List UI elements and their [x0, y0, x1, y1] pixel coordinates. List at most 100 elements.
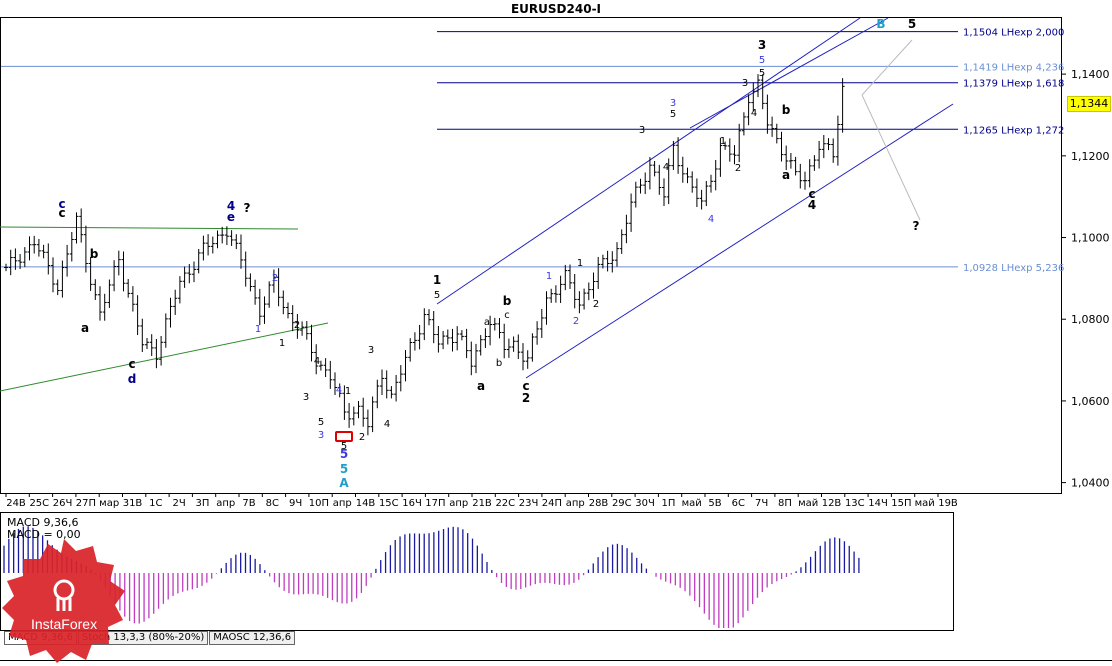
x-tick-label: 30Ч: [635, 498, 655, 509]
instaforex-logo: InstaForex: [2, 539, 125, 663]
wave-label: 3: [639, 125, 645, 136]
trend-line: [525, 103, 954, 379]
x-tick-label: 2Ч: [172, 498, 185, 509]
chart-title: EURUSD240-I: [510, 2, 602, 16]
x-tick-label: 6С: [732, 498, 745, 509]
wave-label: a: [484, 317, 490, 328]
trend-line: [0, 226, 299, 230]
wave-label: 2: [522, 391, 530, 405]
wave-label: c: [128, 357, 135, 371]
x-tick-label: 29С: [612, 498, 632, 509]
x-tick-label: 3П: [195, 498, 209, 509]
y-tick-label: 1,1400: [1071, 68, 1110, 81]
marker-box: [335, 431, 353, 442]
wave-label: 2: [272, 273, 278, 284]
wave-label: 1: [546, 271, 552, 282]
wave-label: 3: [758, 38, 766, 52]
y-tick-label: 1,0400: [1071, 477, 1110, 490]
wave-label: 4: [663, 162, 669, 173]
macd-label: MACD 9,36,6: [7, 516, 79, 529]
x-tick-label: 24П: [542, 498, 562, 509]
wave-label: b: [90, 247, 99, 261]
x-tick-label: 19В: [938, 498, 958, 509]
wave-label: 1: [433, 273, 441, 287]
x-tick-label: май: [915, 498, 935, 509]
main-plot-frame: [0, 17, 1062, 494]
x-tick-label: 1С: [149, 498, 162, 509]
x-tick-label: 7Ч: [755, 498, 768, 509]
x-tick-label: 12В: [822, 498, 842, 509]
wave-label: b: [782, 103, 791, 117]
wave-label: 3: [303, 392, 309, 403]
x-tick-label: апр: [216, 498, 235, 509]
wave-label: b: [496, 358, 502, 369]
wave-label: 3: [318, 430, 324, 441]
wave-label: ?: [913, 219, 920, 233]
wave-label: c: [522, 379, 529, 393]
x-tick-label: 14Ч: [868, 498, 888, 509]
x-tick-label: 21В: [472, 498, 492, 509]
wave-label: 5: [434, 290, 440, 301]
x-tick-label: май: [682, 498, 702, 509]
logo-text: InstaForex: [31, 616, 97, 632]
x-tick-label: 15П: [891, 498, 911, 509]
y-tick-label: 1,0600: [1071, 395, 1110, 408]
wave-label: 3: [368, 345, 374, 356]
macd-value-label: MACD = 0,00: [7, 528, 81, 541]
wave-label: 4: [708, 214, 714, 225]
trend-line: [0, 322, 329, 392]
wave-label: 4: [384, 419, 390, 430]
x-tick-label: 23Ч: [519, 498, 539, 509]
tab-maosc[interactable]: MAOSC 12,36,6: [209, 631, 296, 645]
x-tick-label: апр: [566, 498, 585, 509]
x-tick-label: 15С: [379, 498, 399, 509]
wave-label: 5: [759, 68, 765, 79]
wave-label: 5: [318, 417, 324, 428]
x-tick-label: 8П: [778, 498, 792, 509]
wave-label: 4: [808, 198, 816, 212]
current-price-tag: 1,1344: [1067, 96, 1111, 112]
x-tick-label: 5В: [708, 498, 721, 509]
level-label: 1,1419 LHexp 4,236: [963, 62, 1064, 73]
x-tick-label: апр: [333, 498, 352, 509]
wave-label: 2: [593, 299, 599, 310]
trend-line: [861, 94, 921, 221]
wave-label: 5: [340, 462, 348, 476]
wave-label: 1: [255, 324, 261, 335]
wave-label: 2: [359, 432, 365, 443]
x-tick-label: 22С: [495, 498, 515, 509]
x-tick-label: 31В: [123, 498, 143, 509]
wave-label: 5: [759, 55, 765, 66]
x-tick-label: 27П: [76, 498, 96, 509]
trend-line: [689, 17, 889, 129]
level-label: 1,1504 LHexp 2,000: [963, 28, 1064, 39]
wave-label: 4: [336, 385, 342, 396]
wave-label: 4: [751, 108, 757, 119]
x-tick-label: 13С: [845, 498, 865, 509]
wave-label: a: [782, 168, 790, 182]
wave-label: A: [339, 476, 349, 490]
wave-label: 2: [573, 316, 579, 327]
x-tick-label: 9Ч: [289, 498, 302, 509]
wave-label: c: [58, 206, 65, 220]
wave-label: B: [876, 17, 885, 31]
wave-label: 4: [227, 199, 235, 213]
wave-label: 5: [670, 109, 676, 120]
trend-line: [861, 39, 913, 96]
trend-line: [436, 17, 861, 305]
y-tick-label: 1,1200: [1071, 150, 1110, 163]
level-label: 1,1265 LHexp 1,272: [963, 125, 1064, 136]
x-tick-label: мар: [99, 498, 119, 509]
x-tick-label: 26Ч: [53, 498, 73, 509]
wave-label: c: [504, 310, 510, 321]
x-tick-label: 1П: [661, 498, 675, 509]
wave-label: 5: [341, 441, 347, 452]
y-tick-label: 1,1000: [1071, 232, 1110, 245]
x-tick-label: май: [798, 498, 818, 509]
x-tick-label: 8С: [266, 498, 279, 509]
wave-label: 2: [294, 320, 300, 331]
wave-label: 5: [340, 447, 348, 461]
wave-label: d: [128, 372, 137, 386]
wave-label: e: [227, 210, 235, 224]
